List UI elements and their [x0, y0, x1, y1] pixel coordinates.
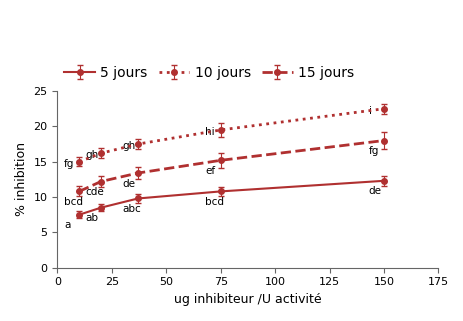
Y-axis label: % inhibition: % inhibition	[15, 143, 28, 216]
Text: fg: fg	[64, 159, 74, 169]
Text: cde: cde	[86, 187, 104, 197]
Text: a: a	[64, 221, 70, 230]
Text: gh: gh	[122, 141, 136, 151]
Text: gh: gh	[86, 151, 99, 160]
Text: de: de	[368, 187, 381, 196]
Text: de: de	[122, 179, 136, 189]
Text: hi: hi	[205, 127, 215, 137]
Text: abc: abc	[122, 204, 141, 214]
Text: ef: ef	[205, 166, 215, 176]
Text: i: i	[368, 106, 371, 116]
Text: bcd: bcd	[64, 197, 83, 207]
Text: ab: ab	[86, 213, 99, 223]
Legend: 5 jours, 10 jours, 15 jours: 5 jours, 10 jours, 15 jours	[64, 66, 354, 80]
Text: bcd: bcd	[205, 197, 224, 207]
X-axis label: ug inhibiteur /U activité: ug inhibiteur /U activité	[174, 293, 321, 306]
Text: fg: fg	[368, 146, 378, 156]
